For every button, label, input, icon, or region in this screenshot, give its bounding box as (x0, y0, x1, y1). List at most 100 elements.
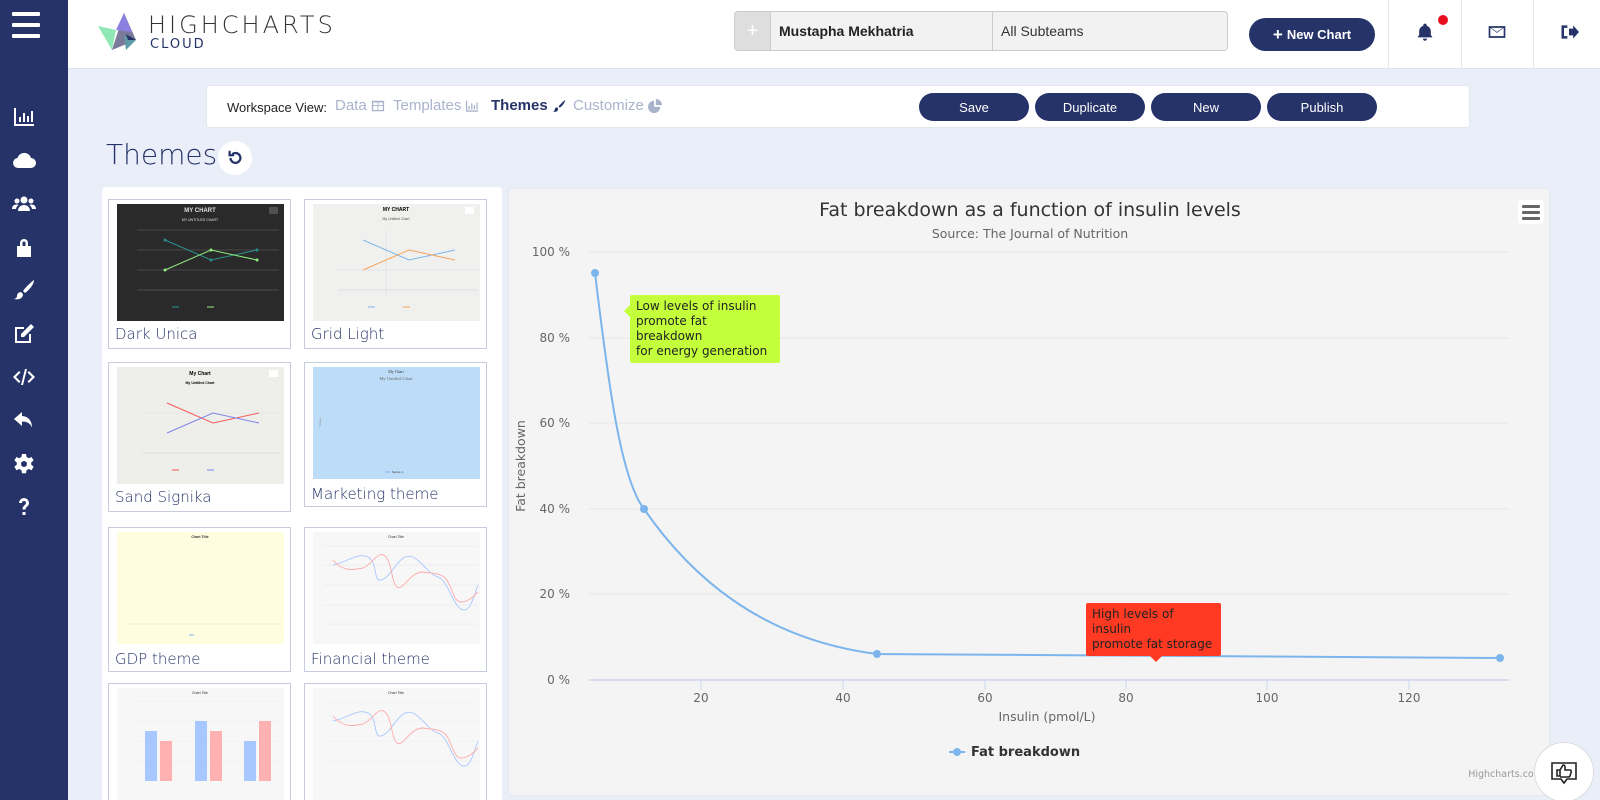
publish-button[interactable]: Publish (1267, 93, 1377, 121)
svg-text:120: 120 (1398, 691, 1421, 705)
themes-list[interactable]: MY CHART MY UNTITLED CHART Dark Unica MY… (102, 187, 502, 800)
theme-card-bar[interactable]: Chart Title (108, 683, 291, 800)
svg-text:MY CHART: MY CHART (383, 207, 409, 213)
highcharts-cloud-logo[interactable]: HIGHCHARTS CLOUD (98, 10, 336, 52)
theme-card-gdp[interactable]: Chart Title GDP theme (108, 527, 291, 672)
svg-text:MY UNTITLED CHART: MY UNTITLED CHART (182, 218, 219, 222)
legend-item-fat-breakdown[interactable]: Fat breakdown (949, 745, 1080, 760)
sidebar-item-help[interactable] (10, 493, 38, 521)
sign-out-icon (1561, 25, 1579, 39)
notification-badge (1438, 15, 1448, 25)
theme-name: Financial theme (311, 650, 430, 668)
logo-name: HIGHCHARTS (148, 11, 336, 39)
feedback-thumbs-up-icon (1551, 762, 1577, 785)
save-button[interactable]: Save (919, 93, 1029, 121)
header-divider (1533, 0, 1534, 69)
tab-customize[interactable]: Customize (573, 97, 662, 114)
tab-themes-label: Themes (491, 97, 548, 114)
svg-text:MY CHART: MY CHART (184, 208, 216, 214)
theme-thumbnail: My Chart My Untitled Chart Values Series… (313, 367, 480, 479)
tab-themes[interactable]: Themes (491, 97, 566, 114)
workspace-view-label: Workspace View: (227, 100, 327, 115)
theme-card-grid-light[interactable]: MY CHART My Untitled Chart Grid Light (304, 199, 487, 349)
sidebar-item-teams[interactable] (10, 190, 38, 218)
new-chart-button[interactable]: + New Chart (1249, 18, 1375, 51)
theme-card-sand-signika[interactable]: My Chart My Untitled Chart Sand Signika (108, 362, 291, 512)
sidebar-item-themes[interactable] (10, 276, 38, 304)
subteam-select[interactable]: All Subteams (1001, 23, 1084, 39)
svg-text:100 %: 100 % (532, 245, 570, 259)
svg-text:60: 60 (977, 691, 992, 705)
sidebar-item-back[interactable] (10, 406, 38, 434)
chart-svg: Fat breakdown as a function of insulin l… (513, 199, 1543, 780)
bell-icon (1417, 23, 1433, 41)
header-divider (1461, 0, 1462, 69)
annotation-high-insulin: High levels of insulin promote fat stora… (1086, 603, 1221, 662)
reset-theme-button[interactable] (218, 141, 252, 175)
sidebar-item-api[interactable] (10, 363, 38, 391)
theme-card-dark-unica[interactable]: MY CHART MY UNTITLED CHART Dark Unica (108, 199, 291, 349)
annotation-low-insulin: Low levels of insulin promote fat breakd… (624, 295, 780, 363)
x-axis-title: Insulin (pmol/L) (998, 709, 1095, 724)
pie-chart-icon (647, 98, 662, 113)
feedback-button[interactable] (1534, 742, 1594, 800)
bar-chart-icon (466, 100, 479, 112)
tab-templates[interactable]: Templates (393, 97, 479, 114)
series-markers[interactable] (591, 269, 1504, 662)
bar-chart-icon (14, 108, 34, 126)
new-button[interactable]: New (1151, 93, 1261, 121)
theme-card-spline[interactable]: Chart Title (304, 683, 487, 800)
svg-text:60 %: 60 % (540, 416, 571, 430)
svg-text:Fat breakdown: Fat breakdown (971, 745, 1080, 760)
sidebar (0, 0, 68, 800)
theme-thumbnail: Chart Title (313, 532, 480, 644)
theme-name: GDP theme (115, 650, 201, 668)
tab-data-label: Data (335, 97, 367, 114)
paint-brush-icon (14, 280, 34, 300)
svg-text:Chart Title: Chart Title (388, 691, 404, 695)
highcharts-credits[interactable]: Highcharts.com (1468, 769, 1543, 780)
top-header: HIGHCHARTS CLOUD + Mustapha Mekhatria Al… (68, 0, 1600, 69)
duplicate-button[interactable]: Duplicate (1035, 93, 1145, 121)
plus-icon: + (1272, 24, 1283, 44)
theme-name: Grid Light (311, 325, 385, 343)
svg-text:My Untitled Chart: My Untitled Chart (186, 381, 216, 385)
notifications-button[interactable] (1413, 20, 1437, 44)
tab-customize-label: Customize (573, 97, 644, 114)
edit-icon (15, 324, 34, 343)
chart-context-menu-button[interactable] (1518, 200, 1544, 224)
svg-text:My Untitled Chart: My Untitled Chart (379, 376, 413, 381)
gear-icon (14, 454, 34, 474)
theme-card-financial[interactable]: Chart Title Financial theme (304, 527, 487, 672)
svg-text:20 %: 20 % (540, 587, 571, 601)
svg-text:My Untitled Chart: My Untitled Chart (382, 217, 409, 221)
theme-thumbnail: MY CHART My Untitled Chart (313, 204, 480, 321)
series-line-fat-breakdown[interactable] (594, 272, 1501, 659)
theme-name: Marketing theme (311, 485, 439, 503)
theme-card-marketing[interactable]: My Chart My Untitled Chart Values Series… (304, 362, 487, 507)
paint-brush-icon (552, 99, 565, 112)
question-icon (19, 498, 29, 515)
team-selector: + Mustapha Mekhatria All Subteams (734, 11, 1228, 51)
sidebar-item-settings[interactable] (10, 450, 38, 478)
tab-templates-label: Templates (393, 97, 462, 114)
sidebar-item-cloud[interactable] (10, 147, 38, 175)
team-user-select[interactable]: Mustapha Mekhatria (771, 12, 993, 50)
logout-button[interactable] (1557, 20, 1581, 44)
svg-text:80 %: 80 % (540, 331, 571, 345)
tab-data[interactable]: Data (335, 97, 385, 114)
new-chart-label: New Chart (1286, 27, 1352, 42)
hamburger-icon[interactable] (12, 12, 40, 38)
add-team-button[interactable]: + (735, 12, 771, 50)
sidebar-item-edit[interactable] (10, 320, 38, 348)
messages-button[interactable] (1485, 20, 1509, 44)
x-axis-ticks (700, 680, 1410, 690)
svg-text:Chart Title: Chart Title (191, 535, 208, 539)
theme-thumbnail: Chart Title (117, 532, 284, 644)
reply-icon (14, 412, 32, 428)
cloud-icon (13, 152, 36, 168)
sidebar-item-charts[interactable] (10, 103, 38, 131)
svg-text:40 %: 40 % (540, 502, 571, 516)
sidebar-item-security[interactable] (10, 233, 38, 261)
chart-preview[interactable]: Fat breakdown as a function of insulin l… (508, 188, 1550, 796)
